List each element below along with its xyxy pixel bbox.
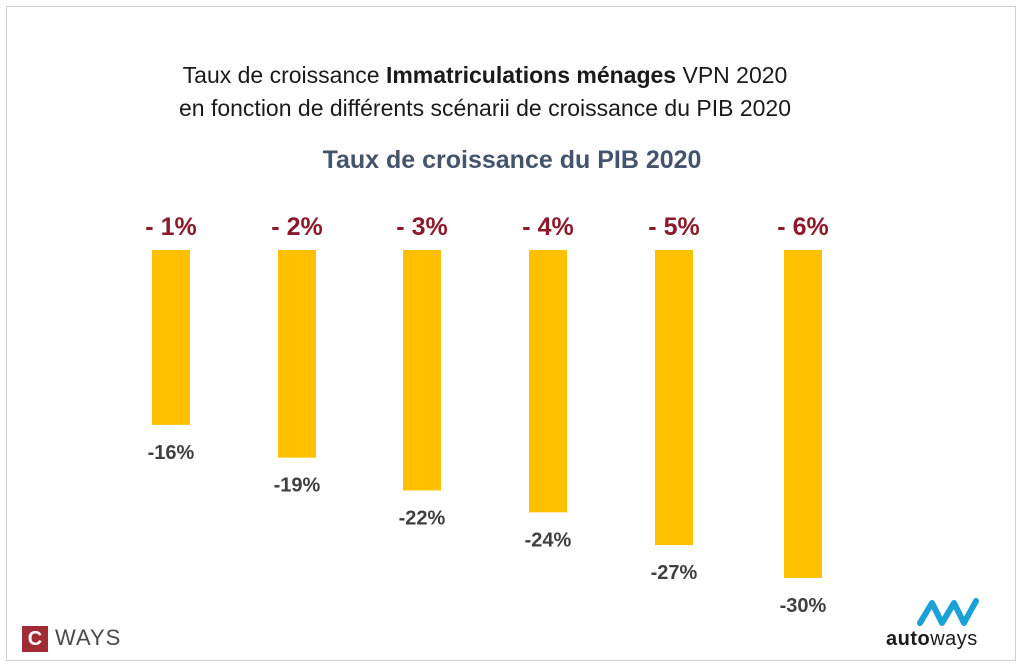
chart-frame bbox=[6, 6, 1016, 661]
bar bbox=[784, 250, 822, 578]
data-label: -30% bbox=[780, 595, 827, 617]
autoways-logo-icon bbox=[917, 598, 979, 626]
category-label: - 3% bbox=[396, 213, 447, 241]
data-label: -24% bbox=[525, 529, 572, 551]
bar bbox=[655, 250, 693, 546]
category-label: - 6% bbox=[777, 213, 828, 241]
bar bbox=[278, 250, 316, 458]
chart-subtitle: Taux de croissance du PIB 2020 bbox=[322, 146, 702, 174]
category-label: - 5% bbox=[648, 213, 699, 241]
data-label: -16% bbox=[148, 442, 195, 464]
cways-logo-mark: C bbox=[22, 626, 48, 652]
category-label: - 4% bbox=[522, 213, 573, 241]
category-label: - 1% bbox=[145, 213, 196, 241]
chart-title-line-1: Taux de croissance Immatriculations ména… bbox=[182, 62, 788, 88]
data-label: -22% bbox=[399, 507, 446, 529]
data-label: -27% bbox=[651, 562, 698, 584]
chart-title-line-2: en fonction de différents scénarii de cr… bbox=[178, 95, 791, 121]
autoways-logo-text: autoways bbox=[886, 628, 978, 650]
bar bbox=[152, 250, 190, 425]
chart-title-bold: Immatriculations ménages bbox=[385, 62, 677, 88]
bar bbox=[529, 250, 567, 513]
data-label: -19% bbox=[274, 475, 321, 497]
category-label: - 2% bbox=[271, 213, 322, 241]
bar bbox=[403, 250, 441, 491]
cways-logo-text: WAYS bbox=[55, 625, 122, 650]
